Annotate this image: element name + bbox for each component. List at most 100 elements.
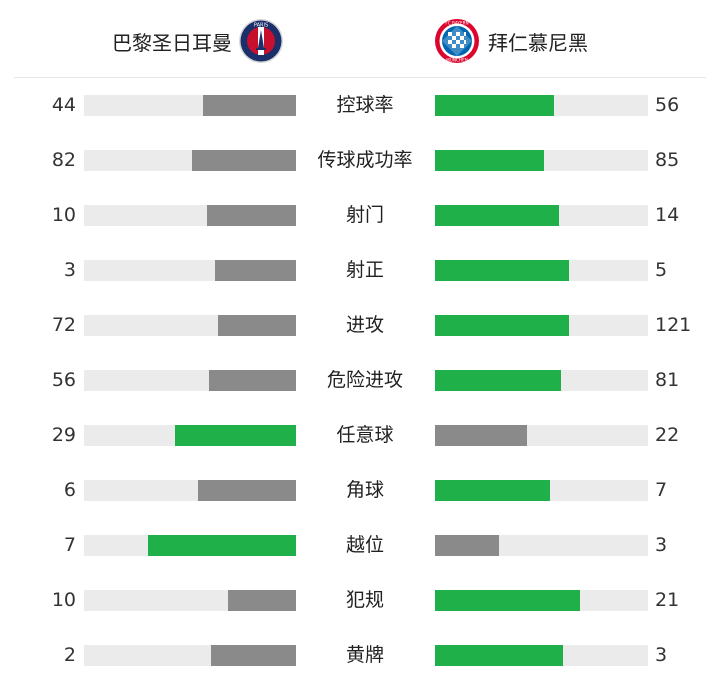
away-stat-bar — [435, 205, 648, 226]
away-stat-value: 85 — [655, 149, 680, 171]
match-header: 巴黎圣日耳曼 PARIS FC BAYERN MÜNCHEN — [0, 0, 720, 78]
stat-label: 角球 — [345, 479, 384, 501]
stat-label: 射门 — [345, 204, 384, 226]
away-stat-bar — [435, 150, 648, 171]
away-stat-bar-fill — [435, 315, 570, 336]
psg-crest-text: PARIS — [254, 23, 268, 29]
home-stat-bar-fill — [215, 260, 296, 281]
bayern-crest-icon: FC BAYERN MÜNCHEN — [435, 19, 479, 63]
home-stat-value: 2 — [63, 644, 76, 666]
home-stat-bar-fill — [147, 535, 296, 556]
home-stat-bar — [84, 535, 296, 556]
home-stat-bar-fill — [192, 150, 296, 171]
home-team[interactable]: 巴黎圣日耳曼 PARIS — [112, 14, 284, 68]
stat-row: 2 黄牌 3 — [0, 628, 720, 683]
home-stat-bar — [84, 315, 296, 336]
away-stat-value: 14 — [655, 204, 680, 226]
home-stat-value: 7 — [63, 534, 76, 556]
home-stat-bar-fill — [217, 315, 296, 336]
home-stat-value: 44 — [51, 94, 76, 116]
away-team-name: 拜仁慕尼黑 — [488, 30, 588, 55]
home-stat-value: 56 — [51, 369, 76, 391]
stats-list: 44 控球率 56 82 传球成功率 85 10 射门 14 3 射正 5 72 进攻 121 56 危险进攻 8… — [0, 78, 720, 683]
away-stat-value: 22 — [655, 424, 680, 446]
away-stat-bar-fill — [435, 425, 527, 446]
stat-row: 6 角球 7 — [0, 463, 720, 518]
away-stat-bar-fill — [435, 95, 555, 116]
home-stat-bar — [84, 260, 296, 281]
away-stat-value: 121 — [655, 314, 692, 336]
stat-label: 射正 — [345, 259, 384, 281]
stat-label: 黄牌 — [345, 644, 384, 666]
away-stat-bar-fill — [435, 260, 570, 281]
away-stat-bar-fill — [435, 480, 551, 501]
home-stat-value: 10 — [51, 589, 76, 611]
stat-row: 44 控球率 56 — [0, 78, 720, 133]
home-stat-bar-fill — [206, 205, 296, 226]
stat-row: 10 射门 14 — [0, 188, 720, 243]
home-stat-bar — [84, 150, 296, 171]
home-stat-bar-fill — [211, 645, 296, 666]
stat-row: 10 犯规 21 — [0, 573, 720, 628]
home-stat-bar-fill — [175, 425, 296, 446]
home-stat-bar-fill — [202, 95, 296, 116]
psg-crest-icon: PARIS — [239, 19, 283, 63]
away-stat-bar-fill — [435, 535, 499, 556]
away-stat-bar — [435, 645, 648, 666]
home-team-name: 巴黎圣日耳曼 — [112, 30, 232, 55]
stat-label: 进攻 — [345, 314, 384, 336]
home-stat-bar — [84, 205, 296, 226]
away-stat-bar — [435, 260, 648, 281]
away-stat-bar-fill — [435, 370, 561, 391]
home-stat-bar — [84, 645, 296, 666]
away-stat-bar-fill — [435, 150, 544, 171]
home-stat-bar — [84, 425, 296, 446]
home-stat-bar-fill — [209, 370, 296, 391]
bayern-crest-text-top: FC BAYERN — [445, 20, 468, 25]
stat-label: 越位 — [345, 534, 384, 556]
home-stat-value: 72 — [51, 314, 76, 336]
home-stat-bar-fill — [198, 480, 296, 501]
away-stat-bar-fill — [435, 590, 580, 611]
away-stat-value: 7 — [655, 479, 668, 501]
away-stat-bar — [435, 590, 648, 611]
home-stat-bar — [84, 480, 296, 501]
stat-row: 3 射正 5 — [0, 243, 720, 298]
away-stat-value: 81 — [655, 369, 680, 391]
away-stat-value: 21 — [655, 589, 680, 611]
bayern-crest-text-bottom: MÜNCHEN — [446, 58, 468, 63]
stat-row: 72 进攻 121 — [0, 298, 720, 353]
away-stat-bar — [435, 315, 648, 336]
away-stat-bar — [435, 425, 648, 446]
stat-label: 任意球 — [336, 424, 394, 446]
away-stat-bar — [435, 370, 648, 391]
stat-label: 传球成功率 — [317, 149, 413, 171]
home-stat-value: 6 — [63, 479, 76, 501]
away-stat-bar — [435, 95, 648, 116]
home-stat-bar — [84, 590, 296, 611]
home-stat-bar-fill — [228, 590, 296, 611]
header-divider — [14, 77, 706, 78]
home-stat-bar — [84, 370, 296, 391]
away-stat-value: 56 — [655, 94, 680, 116]
away-stat-value: 5 — [655, 259, 668, 281]
away-stat-value: 3 — [655, 534, 668, 556]
stat-row: 56 危险进攻 81 — [0, 353, 720, 408]
away-stat-bar-fill — [435, 205, 559, 226]
away-stat-bar — [435, 480, 648, 501]
stat-row: 82 传球成功率 85 — [0, 133, 720, 188]
stat-label: 犯规 — [345, 589, 384, 611]
away-team[interactable]: FC BAYERN MÜNCHEN 拜仁慕尼黑 — [434, 14, 588, 68]
away-stat-bar-fill — [435, 645, 563, 666]
home-stat-value: 29 — [51, 424, 76, 446]
home-stat-value: 10 — [51, 204, 76, 226]
home-stat-value: 82 — [51, 149, 76, 171]
away-stat-bar — [435, 535, 648, 556]
stat-row: 29 任意球 22 — [0, 408, 720, 463]
stat-row: 7 越位 3 — [0, 518, 720, 573]
away-stat-value: 3 — [655, 644, 668, 666]
home-stat-value: 3 — [63, 259, 76, 281]
home-stat-bar — [84, 95, 296, 116]
stat-label: 控球率 — [336, 94, 394, 116]
stat-label: 危险进攻 — [326, 369, 403, 391]
